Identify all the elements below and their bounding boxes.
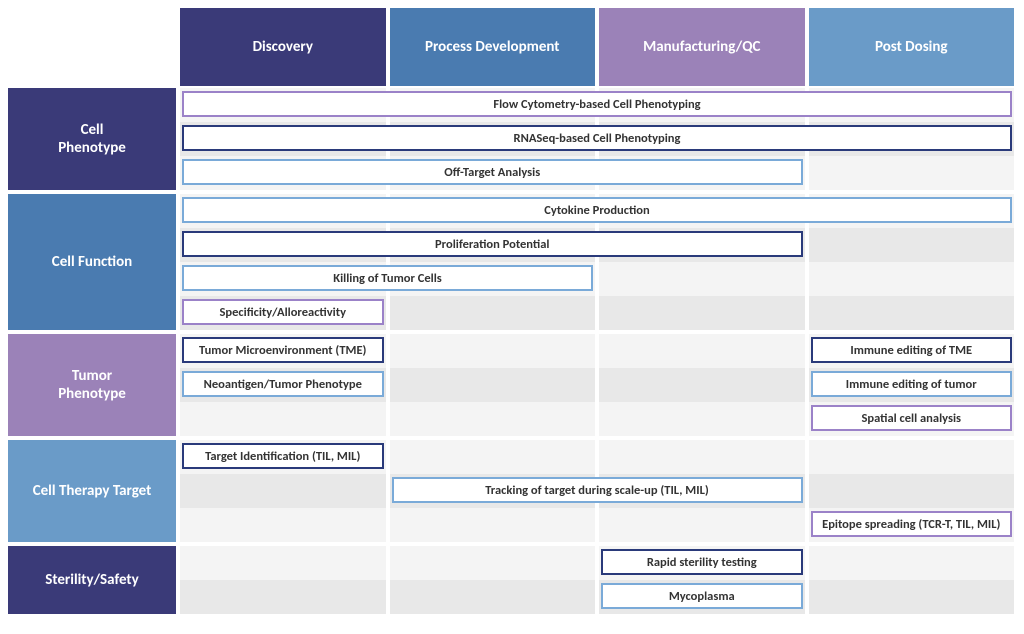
matrix-grid: DiscoveryProcess DevelopmentManufacturin… bbox=[8, 8, 1016, 616]
bg-cell bbox=[390, 334, 596, 368]
bg-cell bbox=[599, 508, 805, 542]
sub-row bbox=[178, 546, 1016, 580]
row-header-cell-therapy-target: Cell Therapy Target bbox=[8, 440, 176, 542]
bg-cell bbox=[180, 546, 386, 580]
entry-pill: Immune editing of tumor bbox=[811, 371, 1013, 397]
entry-pill: Tracking of target during scale-up (TIL,… bbox=[392, 477, 803, 503]
bg-cell bbox=[390, 402, 596, 436]
row-header-cell-function: Cell Function bbox=[8, 194, 176, 330]
bg-cell bbox=[390, 580, 596, 614]
entry-pill: Off-Target Analysis bbox=[182, 159, 803, 185]
bg-cell bbox=[809, 474, 1015, 508]
bg-cell bbox=[180, 402, 386, 436]
stage-header-3: Post Dosing bbox=[809, 8, 1015, 86]
bg-cell bbox=[809, 440, 1015, 474]
entry-pill: Tumor Microenvironment (TME) bbox=[182, 337, 384, 363]
bg-cell bbox=[390, 296, 596, 330]
bg-cell bbox=[809, 228, 1015, 262]
bg-cell bbox=[809, 296, 1015, 330]
bg-cell bbox=[180, 474, 386, 508]
bg-cell bbox=[809, 262, 1015, 296]
stage-header-1: Process Development bbox=[390, 8, 596, 86]
bg-cell bbox=[180, 508, 386, 542]
row-header-tumor-phenotype: TumorPhenotype bbox=[8, 334, 176, 436]
sub-row bbox=[178, 580, 1016, 614]
bg-cell bbox=[599, 334, 805, 368]
row-body-cell-phenotype: Flow Cytometry-based Cell Phenotyping RNA… bbox=[178, 88, 1016, 190]
corner-spacer bbox=[8, 8, 178, 86]
entry-pill: Target Identification (TIL, MIL) bbox=[182, 443, 384, 469]
entry-pill: RNASeq-based Cell Phenotyping bbox=[182, 125, 1012, 151]
bg-cell bbox=[809, 580, 1015, 614]
entry-pill: Cytokine Production bbox=[182, 197, 1012, 223]
entry-pill: Epitope spreading (TCR-T, TIL, MIL) bbox=[811, 511, 1013, 537]
row-header-cell-phenotype: CellPhenotype bbox=[8, 88, 176, 190]
bg-cell bbox=[180, 580, 386, 614]
row-body-cell-function: Cytokine Production Proliferation Potenti… bbox=[178, 194, 1016, 330]
entry-pill: Spatial cell analysis bbox=[811, 405, 1013, 431]
bg-cell bbox=[390, 440, 596, 474]
entry-pill: Flow Cytometry-based Cell Phenotyping bbox=[182, 91, 1012, 117]
bg-cell bbox=[390, 508, 596, 542]
row-body-sterility-safety: Rapid sterility testing Mycoplasma bbox=[178, 546, 1016, 614]
entry-pill: Killing of Tumor Cells bbox=[182, 265, 593, 291]
stage-header-2: Manufacturing/QC bbox=[599, 8, 805, 86]
bg-cell bbox=[809, 156, 1015, 190]
bg-cell bbox=[390, 368, 596, 402]
bg-cell bbox=[599, 296, 805, 330]
entry-pill: Proliferation Potential bbox=[182, 231, 803, 257]
bg-cell bbox=[599, 368, 805, 402]
entry-pill: Rapid sterility testing bbox=[601, 549, 803, 575]
bg-cell bbox=[599, 402, 805, 436]
stage-header-0: Discovery bbox=[180, 8, 386, 86]
bg-cell bbox=[809, 546, 1015, 580]
row-body-cell-therapy-target: Target Identification (TIL, MIL) Tracking… bbox=[178, 440, 1016, 542]
bg-cell bbox=[599, 262, 805, 296]
bg-cell bbox=[390, 546, 596, 580]
entry-pill: Mycoplasma bbox=[601, 583, 803, 609]
entry-pill: Specificity/Alloreactivity bbox=[182, 299, 384, 325]
matrix-diagram: DiscoveryProcess DevelopmentManufacturin… bbox=[8, 8, 1016, 616]
entry-pill: Neoantigen/Tumor Phenotype bbox=[182, 371, 384, 397]
stage-header-row: DiscoveryProcess DevelopmentManufacturin… bbox=[178, 8, 1016, 86]
row-header-sterility-safety: Sterility/Safety bbox=[8, 546, 176, 614]
entry-pill: Immune editing of TME bbox=[811, 337, 1013, 363]
bg-cell bbox=[599, 440, 805, 474]
row-body-tumor-phenotype: Tumor Microenvironment (TME) Immune editi… bbox=[178, 334, 1016, 436]
